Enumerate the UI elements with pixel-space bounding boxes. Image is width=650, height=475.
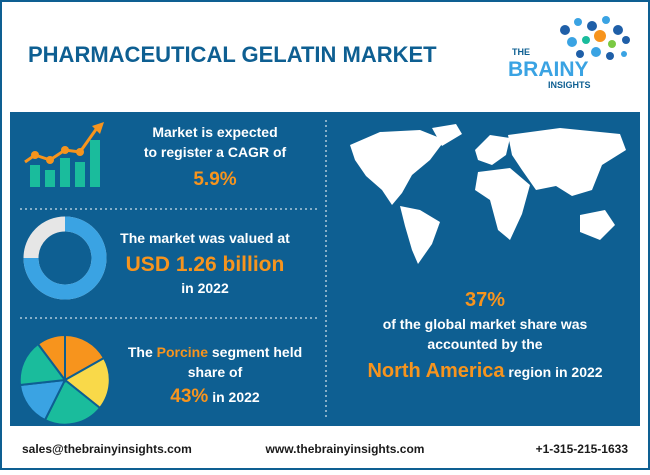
title: PHARMACEUTICAL GELATIN MARKET	[28, 42, 437, 67]
text-part: The	[128, 344, 153, 360]
stat-text: to register a CAGR of	[144, 144, 287, 160]
text-part: region in 2022	[508, 364, 602, 380]
donut-icon	[23, 216, 107, 300]
logo-line3: INSIGHTS	[548, 80, 591, 90]
stat-highlight: 43%	[170, 386, 208, 407]
logo-line1: THE	[512, 47, 530, 57]
world-map	[350, 124, 626, 264]
stat-text: The market was valued at	[120, 230, 290, 246]
logo: THE BRAINY INSIGHTS	[508, 16, 630, 90]
stat-text: The Porcine segment held	[128, 344, 302, 360]
region-text: of the global market share was	[383, 316, 588, 332]
footer-email[interactable]: sales@thebrainyinsights.com	[22, 442, 192, 456]
stat-text: in 2022	[181, 280, 229, 296]
region-text: accounted by the	[427, 336, 542, 352]
logo-dots	[560, 16, 630, 60]
footer-website[interactable]: www.thebrainyinsights.com	[265, 442, 425, 456]
pie-icon	[18, 333, 111, 426]
text-highlight: Porcine	[157, 344, 209, 360]
footer-phone[interactable]: +1-315-215-1633	[536, 442, 629, 456]
region-name: North America	[367, 360, 505, 382]
growth-icon	[24, 122, 104, 187]
stat-text: Market is expected	[152, 124, 277, 140]
text-part: in 2022	[212, 389, 260, 405]
text-part: segment held	[212, 344, 302, 360]
logo-line2: BRAINY	[508, 58, 589, 81]
stat-text: share of	[188, 364, 243, 380]
region-highlight: 37%	[465, 289, 505, 311]
region-text: North America region in 2022	[367, 360, 602, 382]
stat-highlight: USD 1.26 billion	[126, 253, 285, 276]
stat-highlight: 5.9%	[193, 169, 236, 190]
stat-text: 43% in 2022	[170, 386, 260, 407]
